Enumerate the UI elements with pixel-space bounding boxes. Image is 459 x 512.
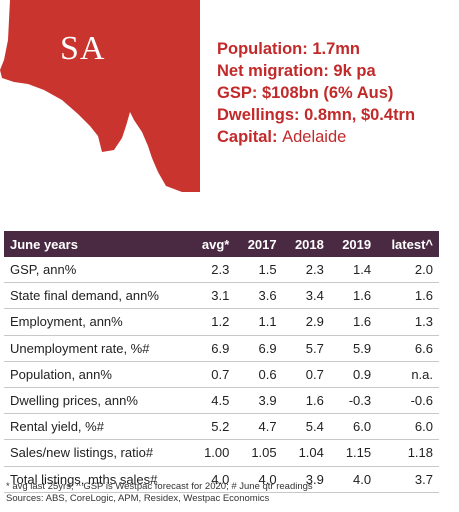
fact-dwellings: Dwellings: 0.8mn, $0.4trn <box>217 106 416 124</box>
table-cell: 5.7 <box>282 335 330 362</box>
table-cell: 1.5 <box>235 257 283 284</box>
header-latest: latest^ <box>391 236 433 252</box>
table-cell: 5.9 <box>329 335 378 362</box>
table-cell: 0.9 <box>329 361 378 388</box>
header-2018: 2018 <box>294 236 324 252</box>
table-row: Rental yield, %# 5.2 4.7 5.4 6.0 6.0 <box>4 413 439 441</box>
table-cell: 5.4 <box>282 413 330 441</box>
table-cell: 1.6 <box>282 387 330 415</box>
header-avg: avg* <box>201 236 230 252</box>
table-cell: 3.4 <box>282 282 330 310</box>
table-cell: 1.6 <box>329 282 378 310</box>
row-label: GSP, ann% <box>4 257 190 284</box>
table-cell: -0.6 <box>377 387 439 415</box>
table-cell: 1.3 <box>377 308 439 336</box>
table-cell: 2.9 <box>282 308 330 336</box>
row-label: Total listings, mths sales# <box>4 466 190 493</box>
table-row: Total listings, mths sales# 4.0 4.0 3.9 4.0 3… <box>4 466 439 493</box>
table-cell: 1.18 <box>377 439 439 467</box>
table-cell: 6.6 <box>377 335 439 362</box>
table-cell: 2.3 <box>189 257 236 284</box>
row-label: Rental yield, %# <box>4 413 190 441</box>
sa-map: SA <box>0 0 210 195</box>
table-cell: 4.0 <box>235 466 283 493</box>
row-label: Employment, ann% <box>4 308 190 336</box>
row-label: Dwelling prices, ann% <box>4 387 190 415</box>
table-cell: 3.6 <box>235 282 283 310</box>
table-cell: 4.0 <box>329 466 378 493</box>
table-cell: 0.7 <box>282 361 330 388</box>
table-cell: n.a. <box>377 361 439 388</box>
table-cell: 1.4 <box>329 257 378 284</box>
row-label: Sales/new listings, ratio# <box>4 439 190 467</box>
fact-population: Population: 1.7mn <box>217 40 361 58</box>
table-cell: 4.0 <box>189 466 236 493</box>
footnote-sources: Sources: ABS, CoreLogic, APM, Residex, W… <box>6 493 270 504</box>
table-cell: 2.0 <box>377 257 439 284</box>
table-cell: 6.0 <box>329 413 378 441</box>
table-row: Dwelling prices, ann% 4.5 3.9 1.6 -0.3 -0.6 <box>4 387 439 415</box>
table-cell: 6.0 <box>377 413 439 441</box>
row-label: State final demand, ann% <box>4 282 190 310</box>
table-cell: 5.2 <box>189 413 236 441</box>
table-cell: 4.7 <box>235 413 283 441</box>
table-cell: 1.6 <box>377 282 439 310</box>
table-cell: 3.9 <box>282 466 330 493</box>
table-cell: 3.1 <box>189 282 236 310</box>
table-header-row: June years avg* 2017 2018 2019 latest^ <box>4 231 439 257</box>
table-row: Unemployment rate, %# 6.9 6.9 5.7 5.9 6.6 <box>4 335 439 362</box>
table-cell: 1.00 <box>189 439 236 467</box>
table-cell: 1.04 <box>282 439 330 467</box>
header-june-years: June years <box>10 236 78 252</box>
fact-net-migration: Net migration: 9k pa <box>217 62 376 80</box>
table-cell: 6.9 <box>189 335 236 362</box>
header-2017: 2017 <box>247 236 277 252</box>
row-label: Unemployment rate, %# <box>4 335 190 362</box>
table-cell: 2.3 <box>282 257 330 284</box>
sa-map-shape <box>0 0 200 192</box>
table-cell: 6.9 <box>235 335 283 362</box>
footnotes: * avg last 25yrs; ^ GSP is Westpac forec… <box>6 481 313 505</box>
table-cell: 1.05 <box>235 439 283 467</box>
fact-capital: Capital: Adelaide <box>217 128 347 146</box>
table-cell: 4.5 <box>189 387 236 415</box>
footnote-definitions: * avg last 25yrs; ^ GSP is Westpac forec… <box>6 481 313 492</box>
table-row: GSP, ann% 2.3 1.5 2.3 1.4 2.0 <box>4 257 439 284</box>
table-cell: 3.9 <box>235 387 283 415</box>
table-cell: 0.6 <box>235 361 283 388</box>
table-cell: 0.7 <box>189 361 236 388</box>
table-row: Population, ann% 0.7 0.6 0.7 0.9 n.a. <box>4 361 439 388</box>
header-2019: 2019 <box>342 236 372 252</box>
table-row: Employment, ann% 1.2 1.1 2.9 1.6 1.3 <box>4 308 439 336</box>
row-label: Population, ann% <box>4 361 190 388</box>
table-cell: 3.7 <box>377 466 439 493</box>
table-row: State final demand, ann% 3.1 3.6 3.4 1.6 1.6 <box>4 282 439 310</box>
key-facts: Population: 1.7mn Net migration: 9k pa G… <box>217 38 457 148</box>
table-cell: 1.6 <box>329 308 378 336</box>
table-cell: 1.15 <box>329 439 378 467</box>
table-cell: -0.3 <box>329 387 378 415</box>
map-label: SA <box>60 30 106 67</box>
economic-indicators-table: June years avg* 2017 2018 2019 latest^ G… <box>4 231 439 493</box>
table-row: Sales/new listings, ratio# 1.00 1.05 1.04 1.… <box>4 439 439 467</box>
fact-gsp: GSP: $108bn (6% Aus) <box>217 84 394 102</box>
table-cell: 1.2 <box>189 308 236 336</box>
table-cell: 1.1 <box>235 308 283 336</box>
